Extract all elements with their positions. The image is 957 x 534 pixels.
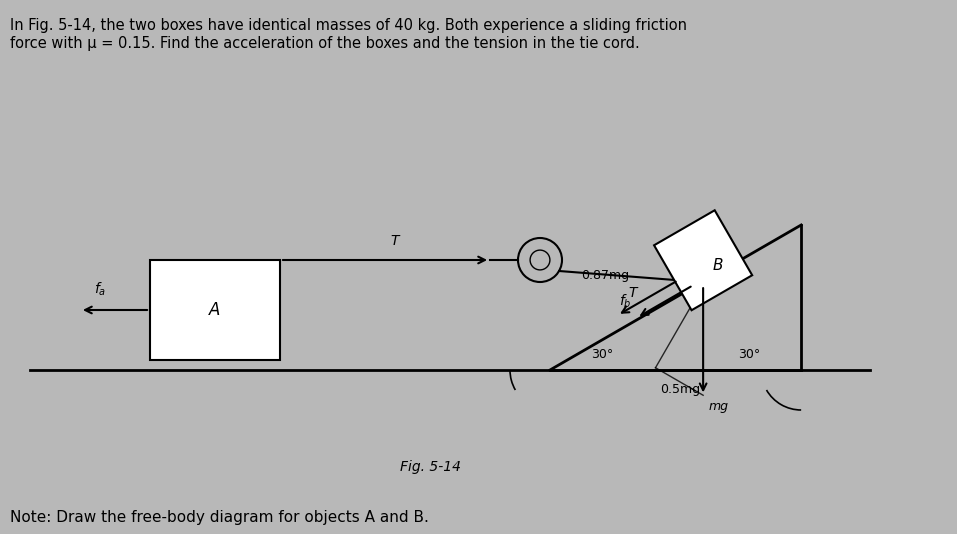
Text: mg: mg bbox=[708, 400, 728, 413]
Text: 0.5mg: 0.5mg bbox=[660, 383, 701, 397]
Text: Fig. 5-14: Fig. 5-14 bbox=[399, 460, 460, 474]
Text: B: B bbox=[713, 258, 723, 273]
Text: 0.87mg: 0.87mg bbox=[581, 269, 629, 281]
Text: In Fig. 5-14, the two boxes have identical masses of 40 kg. Both experience a sl: In Fig. 5-14, the two boxes have identic… bbox=[10, 18, 687, 33]
Polygon shape bbox=[654, 210, 752, 310]
Bar bbox=[150, 260, 280, 360]
Text: T: T bbox=[628, 286, 636, 300]
Text: $f_b$: $f_b$ bbox=[619, 292, 632, 310]
Text: T: T bbox=[390, 234, 399, 248]
Text: force with μ = 0.15. Find the acceleration of the boxes and the tension in the t: force with μ = 0.15. Find the accelerati… bbox=[10, 36, 639, 51]
Text: 30°: 30° bbox=[590, 349, 613, 362]
Text: Note: Draw the free-body diagram for objects A and B.: Note: Draw the free-body diagram for obj… bbox=[10, 510, 429, 525]
Text: A: A bbox=[210, 301, 221, 319]
Text: $f_a$: $f_a$ bbox=[94, 280, 106, 298]
Text: 30°: 30° bbox=[738, 349, 760, 362]
